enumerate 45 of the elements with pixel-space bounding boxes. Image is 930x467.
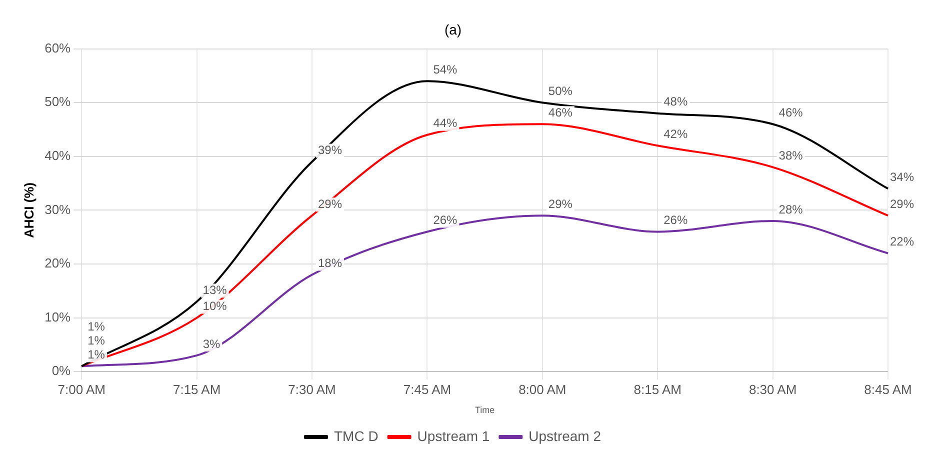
x-axis-title: Time [474, 405, 495, 416]
x-tick-label: 8:15 AM [634, 382, 682, 397]
data-label: 13% [202, 282, 228, 297]
data-label: 10% [202, 299, 228, 314]
x-tick-label: 8:45 AM [864, 382, 912, 397]
data-label: 46% [778, 105, 804, 120]
data-label: 1% [88, 348, 106, 362]
data-label: 54% [433, 62, 458, 76]
legend-label: TMC D [334, 428, 378, 444]
x-tick-label: 7:30 AM [288, 382, 336, 397]
data-label: 39% [318, 143, 342, 158]
y-tick-label: 20% [44, 256, 72, 271]
legend-label: Upstream 2 [528, 428, 602, 444]
data-label: 18% [318, 256, 342, 270]
data-label: 34% [890, 170, 914, 184]
data-label: 44% [433, 116, 458, 130]
data-label: 29% [548, 196, 573, 211]
x-tick-label: 7:15 AM [172, 382, 221, 397]
data-label: 46% [548, 105, 573, 120]
data-label: 22% [890, 234, 914, 249]
x-tick-label: 8:00 AM [518, 382, 566, 397]
y-tick-label: 50% [44, 94, 72, 110]
x-tick-label: 7:00 AM [58, 382, 106, 397]
y-axis-title: AHCI (%) [21, 182, 36, 238]
y-tick-label: 10% [44, 309, 72, 324]
data-label: 26% [433, 213, 458, 228]
y-tick-label: 60% [44, 40, 72, 56]
legend-label: Upstream 1 [417, 428, 490, 444]
data-label: 28% [778, 202, 804, 216]
data-label: 26% [664, 213, 688, 228]
y-tick-label: 0% [52, 363, 72, 378]
data-label: 29% [318, 196, 342, 211]
data-label: 38% [778, 148, 804, 162]
y-tick-label: 40% [44, 148, 72, 163]
y-tick-label: 30% [44, 202, 72, 217]
data-label: 1% [88, 334, 106, 348]
data-label: 48% [664, 94, 688, 109]
data-label: 29% [890, 196, 914, 211]
data-label: 3% [202, 336, 220, 351]
data-label: 50% [548, 84, 573, 98]
chart-title: (a) [444, 21, 462, 38]
x-tick-label: 7:45 AM [403, 382, 452, 397]
x-tick-label: 8:30 AM [748, 382, 797, 397]
data-label: 1% [88, 320, 106, 334]
data-label: 42% [664, 126, 688, 141]
